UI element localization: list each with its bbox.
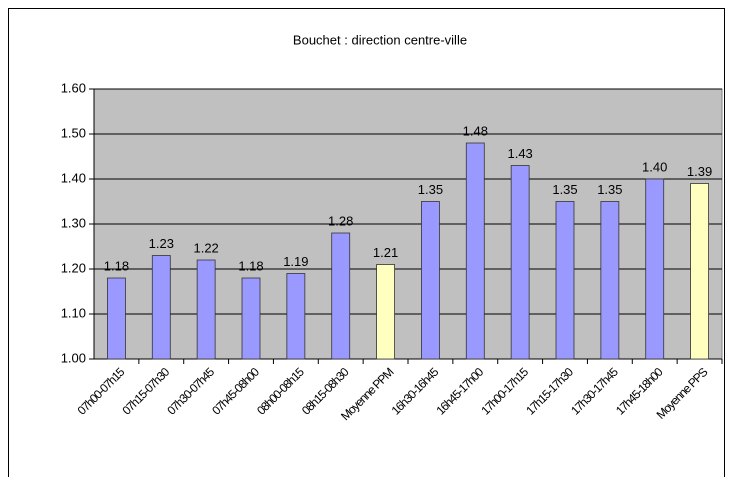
bar (376, 264, 395, 360)
bar (286, 273, 306, 360)
bar (690, 183, 709, 360)
data-label: 1.23 (149, 236, 174, 251)
data-label: 1.35 (418, 182, 443, 197)
y-tick-label: 1.50 (61, 125, 86, 140)
y-tick-label: 1.40 (61, 170, 86, 185)
y-tick-label: 1.20 (61, 260, 86, 275)
data-label: 1.19 (283, 254, 308, 269)
bar (241, 277, 261, 360)
data-label: 1.28 (328, 213, 353, 228)
data-label: 1.18 (104, 258, 129, 273)
bar (645, 178, 665, 360)
data-label: 1.18 (238, 258, 263, 273)
data-label: 1.39 (687, 164, 712, 179)
data-label: 1.35 (552, 182, 577, 197)
bar (331, 232, 351, 360)
bar (421, 201, 440, 360)
bar (555, 201, 575, 360)
bar (107, 277, 126, 360)
chart-title: Bouchet : direction centre-ville (293, 32, 467, 47)
data-label: 1.48 (463, 123, 488, 138)
bar (510, 165, 530, 360)
bar (600, 201, 620, 360)
y-tick-label: 1.60 (61, 80, 86, 95)
y-tick-label: 1.10 (61, 305, 86, 320)
y-tick-label: 1.00 (61, 350, 86, 365)
data-label: 1.22 (193, 240, 218, 255)
y-tick-label: 1.30 (61, 215, 86, 230)
bar (196, 259, 216, 360)
data-label: 1.43 (507, 146, 532, 161)
data-label: 1.35 (597, 182, 622, 197)
data-label: 1.40 (642, 159, 667, 174)
bar (465, 142, 485, 360)
data-label: 1.21 (373, 245, 398, 260)
bar (151, 255, 171, 360)
